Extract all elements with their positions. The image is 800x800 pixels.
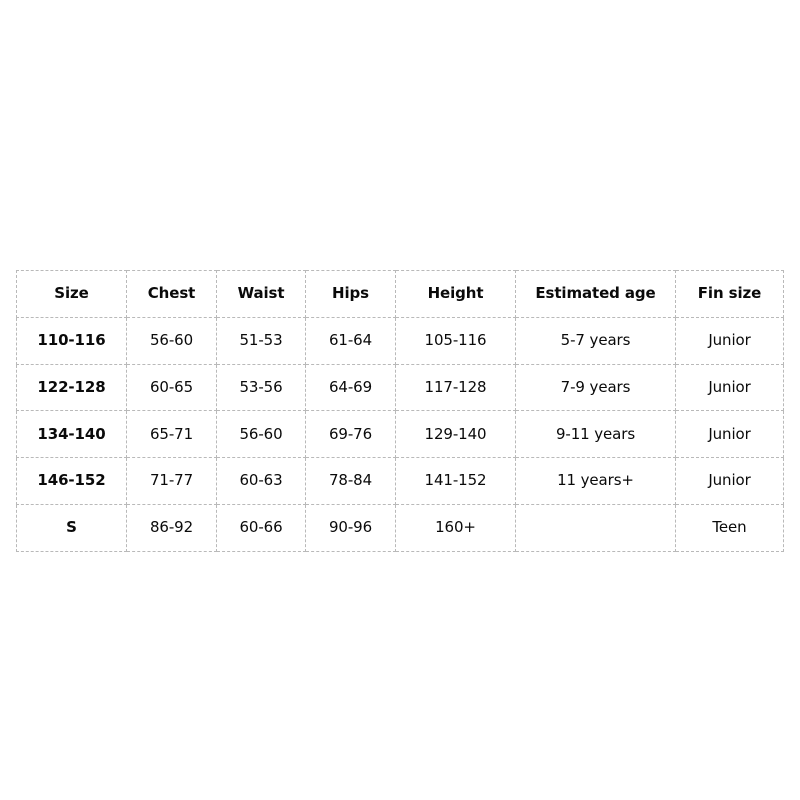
header-row: Size Chest Waist Hips Height Estimated a… — [16, 270, 784, 318]
table-row: 110-116 56-60 51-53 61-64 105-116 5-7 ye… — [16, 316, 784, 365]
cell-fin-size: Junior — [675, 363, 784, 412]
cell-height: 141-152 — [395, 457, 516, 505]
column-header-height: Height — [395, 270, 516, 318]
cell-height: 129-140 — [395, 410, 516, 459]
cell-hips: 69-76 — [305, 410, 396, 459]
size-chart-table: Size Chest Waist Hips Height Estimated a… — [16, 270, 784, 552]
table-row: S 86-92 60-66 90-96 160+ Teen — [16, 503, 784, 552]
cell-chest: 56-60 — [126, 316, 217, 365]
table-row: 122-128 60-65 53-56 64-69 117-128 7-9 ye… — [16, 363, 784, 412]
column-header-fin-size: Fin size — [675, 270, 784, 318]
column-header-estimated-age: Estimated age — [515, 270, 676, 318]
cell-estimated-age: 7-9 years — [515, 363, 676, 412]
cell-chest: 86-92 — [126, 503, 217, 552]
cell-waist: 60-66 — [216, 503, 306, 552]
cell-fin-size: Junior — [675, 316, 784, 365]
table-row: 134-140 65-71 56-60 69-76 129-140 9-11 y… — [16, 410, 784, 459]
cell-height: 105-116 — [395, 316, 516, 365]
cell-chest: 60-65 — [126, 363, 217, 412]
cell-size: 146-152 — [16, 457, 127, 505]
size-chart-body: 110-116 56-60 51-53 61-64 105-116 5-7 ye… — [16, 316, 784, 552]
cell-estimated-age: 9-11 years — [515, 410, 676, 459]
cell-waist: 51-53 — [216, 316, 306, 365]
table-row: 146-152 71-77 60-63 78-84 141-152 11 yea… — [16, 457, 784, 505]
cell-hips: 90-96 — [305, 503, 396, 552]
cell-estimated-age: 11 years+ — [515, 457, 676, 505]
cell-hips: 61-64 — [305, 316, 396, 365]
cell-waist: 60-63 — [216, 457, 306, 505]
column-header-waist: Waist — [216, 270, 306, 318]
cell-fin-size: Junior — [675, 457, 784, 505]
cell-height: 117-128 — [395, 363, 516, 412]
cell-hips: 64-69 — [305, 363, 396, 412]
cell-size: 110-116 — [16, 316, 127, 365]
column-header-chest: Chest — [126, 270, 217, 318]
cell-fin-size: Teen — [675, 503, 784, 552]
cell-chest: 71-77 — [126, 457, 217, 505]
size-chart-header: Size Chest Waist Hips Height Estimated a… — [16, 270, 784, 318]
cell-size: 122-128 — [16, 363, 127, 412]
cell-size: 134-140 — [16, 410, 127, 459]
column-header-size: Size — [16, 270, 127, 318]
cell-hips: 78-84 — [305, 457, 396, 505]
cell-estimated-age — [515, 503, 676, 552]
cell-size: S — [16, 503, 127, 552]
cell-waist: 56-60 — [216, 410, 306, 459]
cell-estimated-age: 5-7 years — [515, 316, 676, 365]
cell-fin-size: Junior — [675, 410, 784, 459]
column-header-hips: Hips — [305, 270, 396, 318]
cell-height: 160+ — [395, 503, 516, 552]
cell-waist: 53-56 — [216, 363, 306, 412]
cell-chest: 65-71 — [126, 410, 217, 459]
size-chart-container: Size Chest Waist Hips Height Estimated a… — [16, 270, 784, 552]
